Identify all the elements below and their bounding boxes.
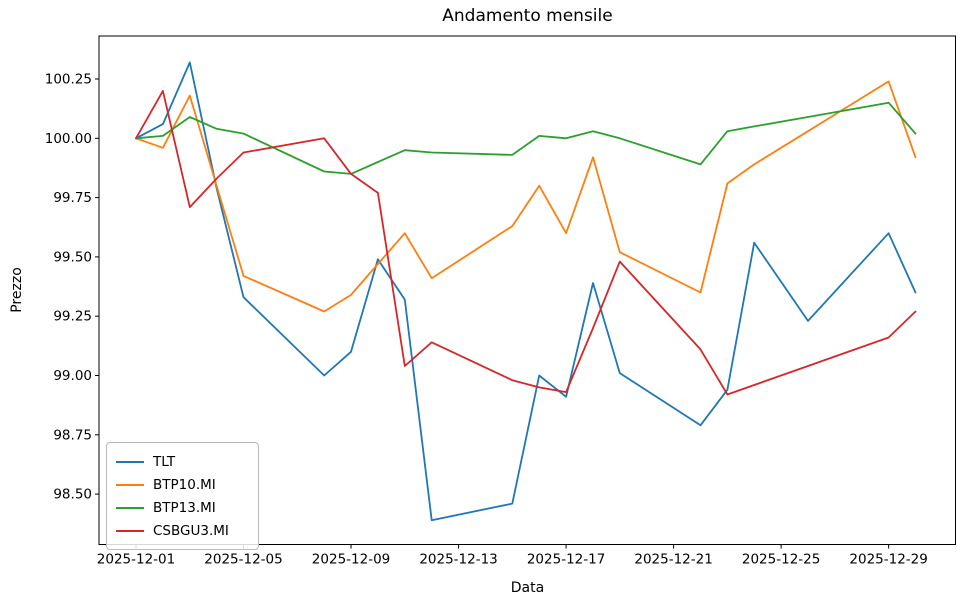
y-tick-label: 100.25: [45, 72, 92, 88]
legend-item: BTP13.MI: [116, 496, 248, 519]
legend-swatch: [116, 483, 144, 486]
x-tick-label: 2025-12-25: [742, 552, 820, 568]
series-line-BTP13.MI: [135, 101, 917, 175]
y-tick-label: 99.75: [53, 190, 92, 206]
legend: TLT BTP10.MI BTP13.MI CSBGU3.MI: [106, 442, 259, 550]
legend-label: BTP13.MI: [153, 499, 216, 516]
x-tick-label: 2025-12-13: [419, 552, 497, 568]
y-tick-label: 99.50: [53, 249, 92, 265]
series-line-BTP10.MI: [135, 80, 917, 313]
chart-title: Andamento mensile: [442, 6, 613, 26]
legend-swatch: [116, 506, 144, 509]
series-line-CSBGU3.MI: [135, 90, 917, 396]
x-tick-label: 2025-12-17: [527, 552, 605, 568]
y-tick-label: 99.25: [53, 309, 92, 325]
y-tick-label: 100.00: [45, 131, 92, 147]
legend-item: BTP10.MI: [116, 473, 248, 496]
legend-label: CSBGU3.MI: [153, 522, 229, 539]
x-tick-label: 2025-12-01: [97, 552, 175, 568]
legend-swatch: [116, 529, 144, 532]
legend-label: TLT: [153, 453, 176, 470]
x-tick-label: 2025-12-21: [634, 552, 712, 568]
legend-item: TLT: [116, 450, 248, 473]
legend-label: BTP10.MI: [153, 476, 216, 493]
legend-item: CSBGU3.MI: [116, 519, 248, 542]
axes-frame: [98, 35, 956, 545]
y-tick-label: 98.75: [53, 427, 92, 443]
x-tick-label: 2025-12-29: [849, 552, 927, 568]
x-tick-label: 2025-12-05: [204, 552, 282, 568]
legend-swatch: [116, 460, 144, 463]
x-tick-label: 2025-12-09: [312, 552, 390, 568]
y-axis-label: Prezzo: [9, 267, 25, 313]
y-tick-label: 99.00: [53, 368, 92, 384]
series-line-TLT: [135, 61, 917, 522]
x-axis-label: Data: [510, 580, 545, 596]
y-tick-label: 98.50: [53, 487, 92, 503]
